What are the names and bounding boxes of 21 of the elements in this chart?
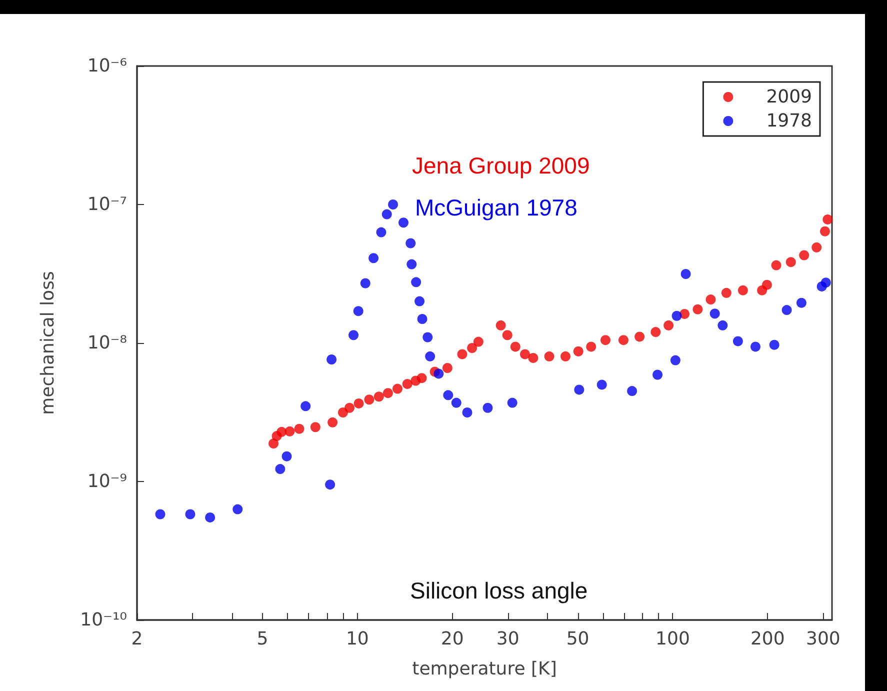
x-tick-label: 5 [256, 628, 268, 650]
annotation: Silicon loss angle [410, 578, 588, 604]
x-tick-label: 300 [806, 628, 840, 650]
x-tick-label: 10 [346, 628, 369, 650]
y-tick-label: 10⁻⁶ [87, 56, 127, 76]
x-tick-label: 20 [440, 628, 464, 650]
x-tick-label: 2 [131, 628, 143, 650]
y-axis-title: mechanical loss [38, 271, 58, 415]
y-tick-label: 10⁻¹⁰ [80, 610, 127, 630]
y-tick-label: 10⁻⁷ [87, 194, 127, 215]
annotation: Jena Group 2009 [412, 152, 590, 178]
x-tick-label: 30 [496, 628, 520, 650]
legend-label: 2009 [766, 86, 812, 108]
legend-label: 1978 [766, 110, 812, 132]
y-tick-label: 10⁻⁸ [87, 332, 127, 354]
x-axis-title: temperature [K] [412, 658, 557, 680]
annotation: McGuigan 1978 [415, 194, 578, 220]
x-tick-label: 200 [750, 628, 785, 650]
x-tick-label: 50 [566, 628, 590, 650]
y-tick-label: 10⁻⁹ [87, 471, 127, 492]
x-tick-label: 100 [656, 628, 690, 650]
